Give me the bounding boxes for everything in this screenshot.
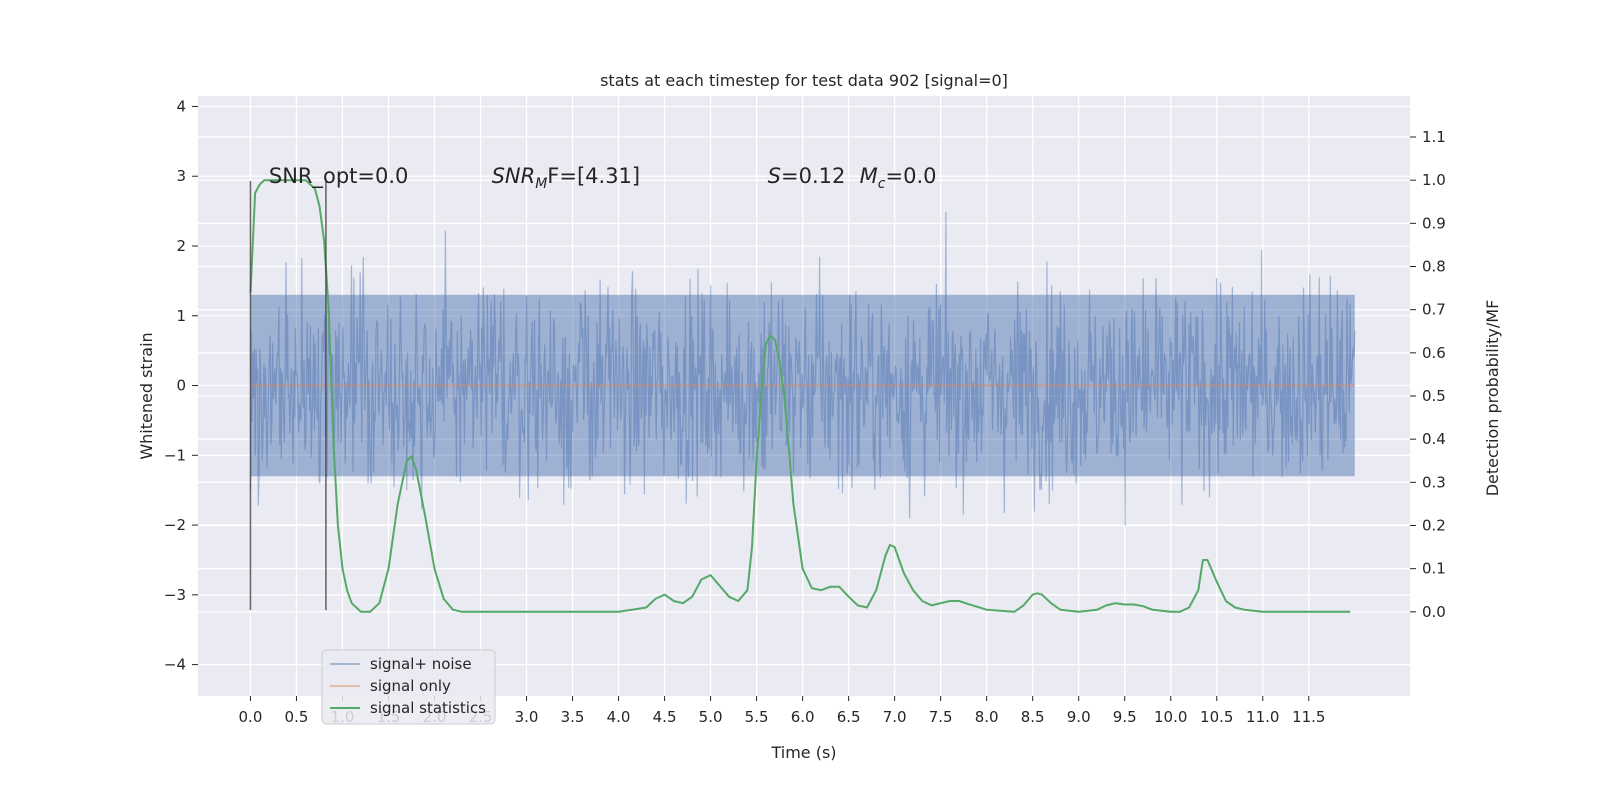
y-axis-ticks: −4 −3 −2 −1 0 1 2 3 4 xyxy=(164,97,198,674)
legend-box xyxy=(321,649,496,725)
y-tick-label-6: 2 xyxy=(176,237,186,255)
y2-tick-label-0-6: 0.6 xyxy=(1422,344,1446,362)
x-tick-label-10-0: 10.0 xyxy=(1154,708,1187,726)
y-tick-label-7: 3 xyxy=(176,167,186,185)
y-tick-label-3: −1 xyxy=(164,446,186,464)
x-tick-label-4-0: 4.0 xyxy=(607,708,631,726)
legend-label-signal-only: signal only xyxy=(370,677,451,695)
x-axis-ticks: 0.00.51.01.52.02.53.03.54.04.55.05.56.06… xyxy=(239,696,1325,726)
annotation-snr-opt: SNR_opt=0.0 xyxy=(269,164,409,189)
annotation-snr-mf: SNRMF=[4.31] xyxy=(492,164,641,192)
x-tick-label-6-5: 6.5 xyxy=(837,708,861,726)
y2-tick-label-0-8: 0.8 xyxy=(1422,258,1446,276)
x-tick-label-7-0: 7.0 xyxy=(883,708,907,726)
y-tick-label-4: 0 xyxy=(176,377,186,395)
y2-tick-label-0-5: 0.5 xyxy=(1422,387,1446,405)
y-tick-label-5: 1 xyxy=(176,307,186,325)
series-line-signal-plus-noise xyxy=(249,211,1356,526)
y2-axis-title: Detection probability/MF xyxy=(1483,300,1502,497)
y2-tick-label-0-3: 0.3 xyxy=(1422,473,1446,491)
x-tick-label-8-5: 8.5 xyxy=(1021,708,1045,726)
x-tick-label-11-5: 11.5 xyxy=(1292,708,1325,726)
legend: signal+ noise signal only signal statist… xyxy=(321,649,496,725)
x-tick-label-9-0: 9.0 xyxy=(1067,708,1091,726)
y-tick-label-2: −2 xyxy=(164,516,186,534)
y2-tick-label-0-4: 0.4 xyxy=(1422,430,1446,448)
x-tick-label-4-5: 4.5 xyxy=(653,708,677,726)
y2-tick-label-0-9: 0.9 xyxy=(1422,214,1446,232)
x-tick-label-0-0: 0.0 xyxy=(239,708,263,726)
x-tick-label-3-5: 3.5 xyxy=(561,708,585,726)
vertical-markers xyxy=(249,181,327,611)
y2-tick-label-1-1: 1.1 xyxy=(1422,128,1446,146)
legend-label-signal-plus-noise: signal+ noise xyxy=(370,655,472,673)
y-tick-label-8: 4 xyxy=(176,97,186,115)
x-tick-label-6-0: 6.0 xyxy=(791,708,815,726)
y2-tick-label-0-1: 0.1 xyxy=(1422,560,1446,578)
annotations: SNR_opt=0.0 SNRMF=[4.31] S=0.12 Mc=0.0 xyxy=(269,164,937,192)
y-axis-title: Whitened strain xyxy=(137,332,156,459)
y2-tick-label-1-0: 1.0 xyxy=(1422,171,1446,189)
annotation-s-value: S=0.12 xyxy=(768,164,846,188)
series-lines xyxy=(249,179,1355,613)
x-tick-label-5-5: 5.5 xyxy=(745,708,769,726)
chart-title: stats at each timestep for test data 902… xyxy=(600,71,1008,90)
x-tick-label-3-0: 3.0 xyxy=(515,708,539,726)
x-tick-label-10-5: 10.5 xyxy=(1200,708,1233,726)
y2-tick-label-0-7: 0.7 xyxy=(1422,301,1446,319)
x-axis-title: Time (s) xyxy=(770,743,836,762)
y-tick-label-1: −3 xyxy=(164,586,186,604)
x-tick-label-9-5: 9.5 xyxy=(1113,708,1137,726)
x-tick-label-5-0: 5.0 xyxy=(699,708,723,726)
y2-tick-label-0-0: 0.0 xyxy=(1422,603,1446,621)
y2-axis-ticks: 0.0 0.1 0.2 0.3 0.4 0.5 0.6 0.7 0.8 0.9 1.0 1.1 xyxy=(1410,128,1446,621)
x-tick-label-0-5: 0.5 xyxy=(285,708,309,726)
legend-label-signal-statistics: signal statistics xyxy=(370,699,486,717)
grid-right xyxy=(198,136,1410,613)
series-line-signal-statistics xyxy=(249,179,1351,613)
y2-tick-label-0-2: 0.2 xyxy=(1422,516,1446,534)
y-tick-label-0: −4 xyxy=(164,656,186,674)
x-tick-label-11-0: 11.0 xyxy=(1246,708,1279,726)
annotation-mc-value: Mc=0.0 xyxy=(860,164,937,192)
x-tick-label-8-0: 8.0 xyxy=(975,708,999,726)
x-tick-label-7-5: 7.5 xyxy=(929,708,953,726)
